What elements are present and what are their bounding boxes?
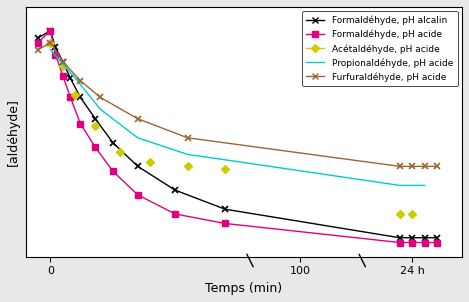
X-axis label: Temps (min): Temps (min)	[205, 282, 282, 295]
Legend: Formaldéhyde, pH alcalin, Formaldéhyde, pH acide, Acétaldéhyde, pH acide, Propio: Formaldéhyde, pH alcalin, Formaldéhyde, …	[302, 11, 458, 86]
Y-axis label: [aldéhyde]: [aldéhyde]	[7, 98, 20, 166]
